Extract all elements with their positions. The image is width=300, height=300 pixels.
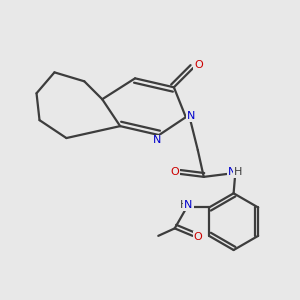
Text: N: N: [153, 135, 162, 146]
Text: H: H: [234, 167, 242, 177]
Text: O: O: [194, 61, 203, 70]
Text: O: O: [170, 167, 179, 177]
Text: O: O: [194, 232, 202, 242]
Text: N: N: [187, 111, 195, 121]
Text: N: N: [184, 200, 193, 210]
Text: H: H: [179, 200, 188, 210]
Text: N: N: [228, 167, 236, 177]
